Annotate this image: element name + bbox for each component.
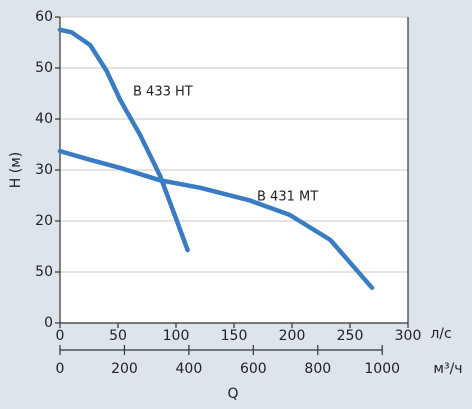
x2-tick-label: 1000 — [364, 361, 400, 377]
y-tick-label: 20 — [35, 213, 53, 229]
x-tick-label: 150 — [221, 328, 248, 344]
x2-tick-label: 200 — [111, 361, 138, 377]
y-tick-label: 50 — [35, 264, 53, 280]
x2-tick-label: 0 — [56, 361, 65, 377]
y-tick-label: 40 — [35, 111, 53, 127]
x2-tick-label: 400 — [176, 361, 203, 377]
x2-unit: м³/ч — [433, 361, 462, 377]
y-tick-label: 0 — [44, 315, 53, 331]
x-tick-label: 50 — [109, 328, 127, 344]
x2-tick-label: 600 — [240, 361, 267, 377]
x-tick-label: 250 — [337, 328, 364, 344]
curve — [57, 27, 190, 253]
x-tick-label: 0 — [56, 328, 65, 344]
x2-tick-label: 800 — [304, 361, 331, 377]
curve-label: B 431 MT — [257, 190, 318, 205]
x-axis-label: Q — [227, 386, 238, 402]
x-tick-label: 300 — [395, 328, 422, 344]
curve — [57, 148, 375, 291]
y-axis-label: H (м) — [8, 152, 24, 188]
x-unit: л/с — [430, 326, 451, 342]
y-tick-label: 60 — [35, 9, 53, 25]
x-tick-label: 100 — [163, 328, 190, 344]
y-tick-label: 30 — [35, 162, 53, 178]
x-tick-label: 200 — [279, 328, 306, 344]
curve-label: B 433 HT — [133, 85, 193, 100]
y-tick-label: 50 — [35, 60, 53, 76]
